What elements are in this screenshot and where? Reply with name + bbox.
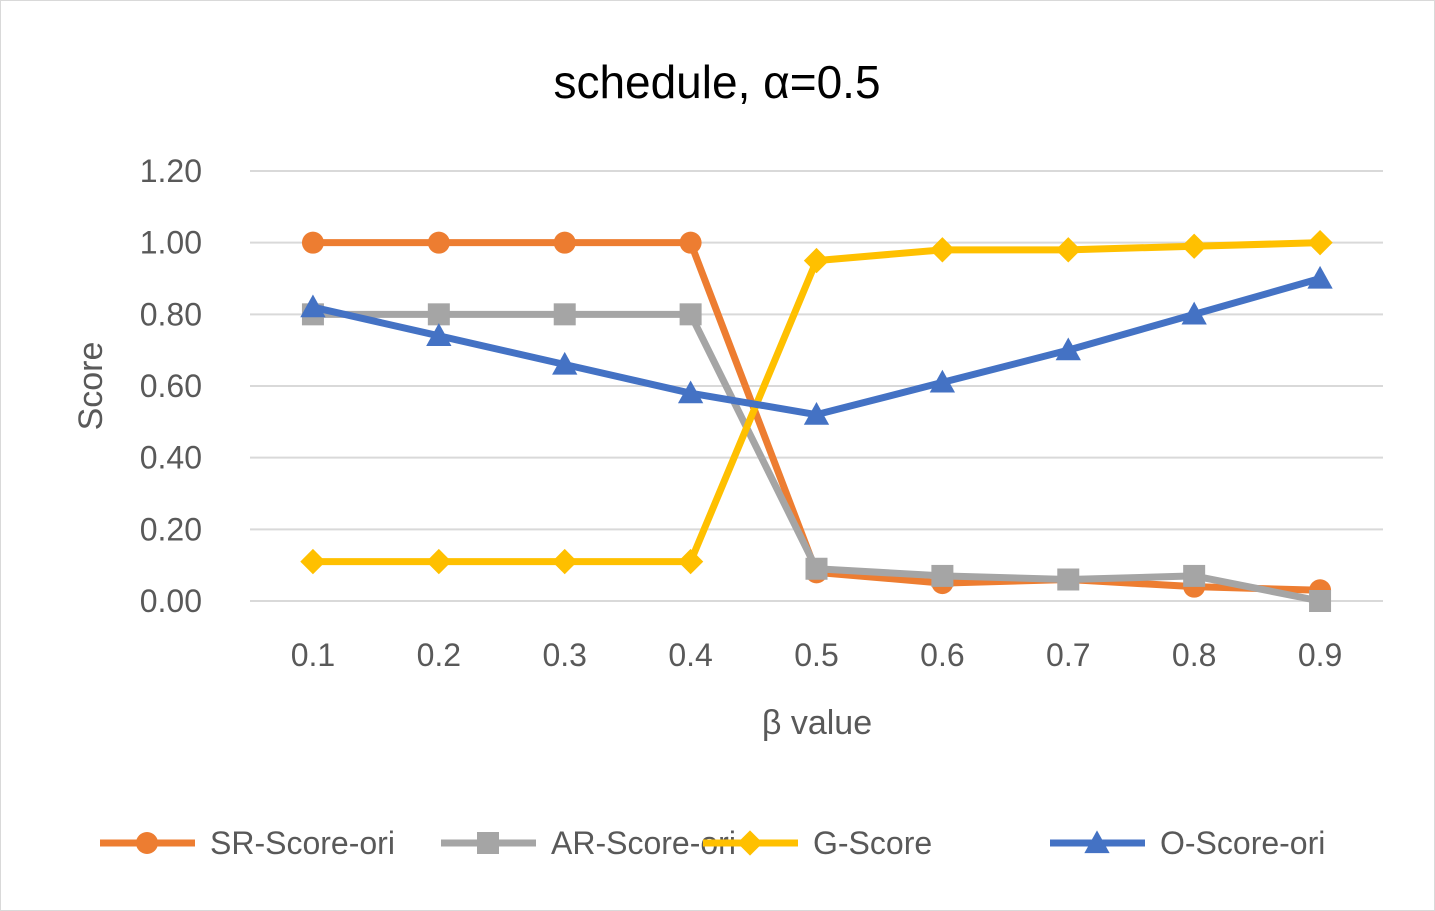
y-tick-label: 1.00 (140, 225, 202, 261)
legend-item: SR-Score-ori (100, 825, 395, 861)
x-tick-label: 0.8 (1172, 637, 1216, 673)
legend-item: G-Score (703, 825, 932, 861)
data-point (300, 548, 326, 575)
data-point (931, 564, 954, 587)
data-point (1183, 564, 1206, 587)
x-axis-ticks: 0.1 0.2 0.3 0.4 0.5 0.6 0.7 0.8 0.9 (291, 637, 1343, 673)
legend-item: O-Score-ori (1050, 825, 1325, 861)
y-tick-label: 0.00 (140, 583, 202, 619)
data-point (552, 351, 578, 375)
data-point (929, 369, 956, 393)
data-point (553, 303, 576, 326)
gridlines (250, 170, 1383, 602)
legend-marker (477, 832, 499, 854)
data-point (1055, 337, 1081, 361)
x-tick-label: 0.7 (1046, 637, 1090, 673)
y-tick-label: 1.20 (140, 153, 202, 189)
legend-label: G-Score (813, 825, 932, 861)
data-point (426, 323, 452, 346)
data-point (679, 231, 702, 254)
series-line (312, 275, 1322, 419)
x-tick-label: 0.9 (1298, 637, 1342, 673)
data-point (1307, 265, 1333, 289)
data-point (805, 557, 828, 580)
data-point (427, 231, 450, 254)
x-tick-label: 0.6 (920, 637, 964, 673)
legend-label: SR-Score-ori (210, 825, 395, 861)
data-point (1057, 568, 1080, 591)
legend-marker (737, 830, 763, 856)
x-tick-label: 0.2 (417, 637, 461, 673)
data-point (552, 548, 578, 575)
y-tick-label: 0.20 (140, 511, 202, 547)
y-tick-label: 0.40 (140, 440, 202, 476)
legend-label: O-Score-ori (1160, 825, 1325, 861)
x-tick-label: 0.3 (542, 637, 586, 673)
data-point (1181, 233, 1207, 259)
series-G-Score (300, 230, 1333, 575)
data-point (677, 380, 704, 404)
data-point (1181, 301, 1207, 325)
legend-marker (1084, 830, 1110, 854)
data-point (1307, 230, 1333, 256)
x-axis-label: β value (762, 704, 872, 742)
x-tick-label: 0.5 (794, 637, 838, 673)
series-O-Score-ori (300, 265, 1333, 425)
y-axis-ticks: 0.00 0.20 0.40 0.60 0.80 1.00 1.20 (140, 153, 202, 619)
y-tick-label: 0.60 (140, 368, 202, 404)
data-point (427, 303, 450, 326)
data-point (300, 294, 326, 318)
data-point (553, 231, 576, 254)
x-tick-label: 0.1 (291, 637, 335, 673)
legend-marker (136, 832, 158, 854)
data-point (426, 548, 452, 575)
data-point (803, 402, 830, 425)
data-point (1309, 590, 1332, 612)
data-point (679, 303, 702, 326)
chart-title: schedule, α=0.5 (553, 56, 880, 108)
data-point (1055, 237, 1081, 263)
legend-item: AR-Score-ori (441, 825, 736, 861)
series-layer (300, 230, 1333, 612)
data-point (301, 231, 324, 254)
x-tick-label: 0.4 (668, 637, 712, 673)
data-point (803, 247, 830, 274)
y-axis-label: Score (72, 342, 110, 431)
data-point (929, 237, 956, 263)
y-tick-label: 0.80 (140, 296, 202, 332)
data-point (677, 548, 704, 575)
legend: SR-Score-ori AR-Score-ori G-Score O-Score-o… (100, 825, 1325, 861)
